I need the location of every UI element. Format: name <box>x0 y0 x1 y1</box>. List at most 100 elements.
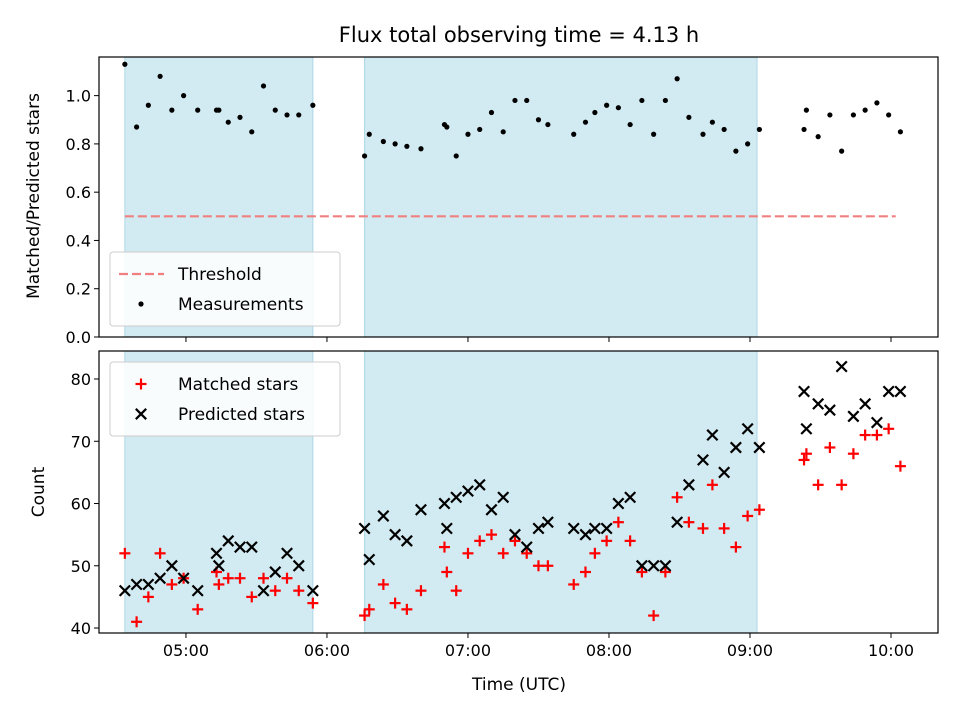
data-point <box>615 105 621 111</box>
data-point <box>718 522 730 534</box>
data-point <box>195 107 201 113</box>
data-point <box>706 479 718 491</box>
data-point <box>542 560 554 572</box>
data-point <box>166 578 178 590</box>
data-point <box>130 578 143 591</box>
data-point <box>579 528 592 541</box>
data-point <box>812 479 824 491</box>
data-point <box>157 73 163 79</box>
data-point <box>730 541 742 553</box>
legend-swatch <box>135 378 147 390</box>
x-tick-label: 10:00 <box>868 641 914 660</box>
marker-stroke <box>210 547 223 560</box>
data-point <box>177 572 190 585</box>
data-point <box>361 153 368 159</box>
marker-stroke <box>440 522 453 535</box>
marker-stroke <box>191 584 204 597</box>
data-point <box>358 522 371 535</box>
data-point <box>697 453 709 466</box>
data-point <box>366 131 372 137</box>
panel-count: 40 50 60 70 80 05:00 06:00 07:00 08:00 09:00 10:00… <box>71 350 939 660</box>
marker-stroke <box>281 547 293 560</box>
marker-stroke <box>414 503 427 516</box>
data-point <box>131 616 143 628</box>
data-point <box>635 559 648 572</box>
marker-stroke <box>497 491 510 504</box>
data-point <box>453 153 459 159</box>
data-point <box>292 559 305 572</box>
marker-stroke <box>697 453 709 466</box>
data-point <box>545 121 551 128</box>
marker-stroke <box>212 559 225 572</box>
data-point <box>871 429 883 441</box>
data-point <box>473 478 486 491</box>
marker-stroke <box>473 478 486 491</box>
axes-frame <box>98 56 939 338</box>
data-point <box>465 131 471 137</box>
data-point <box>192 603 204 615</box>
y-tick-label: 1.0 <box>66 87 91 106</box>
marker-stroke <box>835 360 848 373</box>
data-point <box>798 454 810 466</box>
marker-stroke <box>671 516 684 529</box>
marker-stroke <box>485 503 498 516</box>
data-point <box>462 547 474 559</box>
data-point <box>671 491 683 503</box>
data-point <box>836 479 848 491</box>
marker-stroke <box>154 572 167 585</box>
data-point <box>803 107 809 113</box>
data-point <box>568 578 580 590</box>
data-point <box>380 138 386 145</box>
data-point <box>862 107 868 113</box>
y-tick-label: 60 <box>71 495 91 514</box>
data-point <box>886 112 892 118</box>
data-point <box>883 423 895 435</box>
data-point <box>210 547 223 560</box>
data-point <box>389 528 402 541</box>
legend-ratio: Threshold Measurements <box>109 251 341 327</box>
data-point <box>400 534 413 547</box>
data-point <box>213 578 225 590</box>
data-point <box>404 143 410 149</box>
data-point <box>686 114 692 120</box>
data-point <box>414 503 427 516</box>
data-point <box>212 559 225 572</box>
data-point <box>604 102 610 108</box>
marker-stroke <box>859 397 872 410</box>
marker-stroke <box>706 429 719 442</box>
data-point <box>293 585 305 597</box>
y-tick-label: 50 <box>71 557 91 576</box>
y-tick-label: 0.8 <box>66 135 91 154</box>
chart-title: Flux total observing time = 4.13 h <box>339 23 699 47</box>
data-point <box>651 131 657 137</box>
data-point <box>418 146 424 152</box>
data-point <box>441 566 453 578</box>
panel-ratio: 0.0 0.2 0.4 0.6 0.8 1.0 Threshold Measurements <box>66 56 939 347</box>
data-point <box>450 491 463 504</box>
data-point <box>850 112 856 118</box>
data-point <box>636 566 648 578</box>
plot-area: 0.0 0.2 0.4 0.6 0.8 1.0 Threshold Measurements 4… <box>66 56 939 660</box>
data-point <box>721 126 727 133</box>
data-point <box>246 591 258 603</box>
data-point <box>284 112 290 118</box>
marker-stroke <box>450 491 463 504</box>
data-point <box>859 429 871 441</box>
data-point <box>571 131 577 137</box>
data-point <box>281 547 293 560</box>
marker-stroke <box>377 509 390 522</box>
marker-stroke <box>269 566 282 578</box>
data-point <box>477 126 483 133</box>
marker-stroke <box>729 441 742 454</box>
marker-stroke <box>135 408 147 420</box>
data-point <box>512 97 518 104</box>
x-tick-label: 09:00 <box>727 641 773 660</box>
data-point <box>165 559 178 572</box>
data-point <box>706 429 719 442</box>
data-point <box>897 129 903 135</box>
data-point <box>798 385 811 398</box>
data-point <box>535 117 542 123</box>
marker-stroke <box>612 497 625 510</box>
marker-stroke <box>358 522 371 535</box>
data-point <box>181 93 187 99</box>
